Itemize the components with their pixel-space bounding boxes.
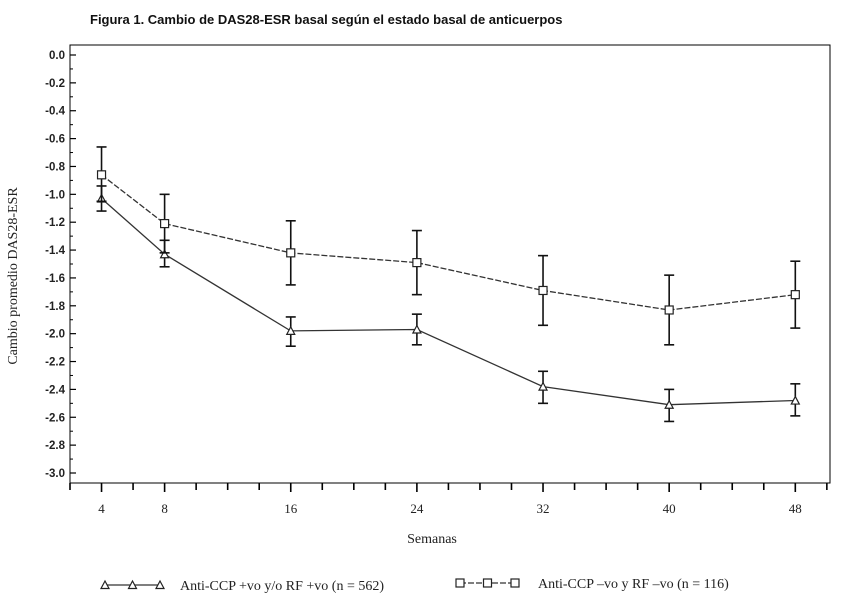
x-tick-label: 40 xyxy=(663,501,676,516)
data-point xyxy=(286,248,296,258)
data-point xyxy=(160,218,170,229)
y-tick-label: -0.8 xyxy=(45,161,65,173)
x-tick-label: 4 xyxy=(98,501,105,516)
y-axis: 0.0 -0.2 -0.4 -0.6 -0.8 -1.0 -1.2 -1.4 -1.6 -1.8 -… xyxy=(45,50,76,480)
y-tick-label: -0.2 xyxy=(45,78,65,90)
data-point xyxy=(538,285,548,296)
legend-marker xyxy=(510,578,520,588)
legend-marker xyxy=(482,578,493,588)
data-point xyxy=(790,395,801,405)
series-line xyxy=(101,174,796,311)
y-tick-label: -0.6 xyxy=(45,134,65,146)
y-tick-label: -1.4 xyxy=(45,245,65,257)
legend-marker xyxy=(100,579,110,590)
y-tick-label: -2.4 xyxy=(45,384,65,396)
data-point xyxy=(664,305,674,315)
x-tick-label: 16 xyxy=(284,501,298,516)
x-axis-label: Semanas xyxy=(407,532,457,547)
chart-title: Figura 1. Cambio de DAS28-ESR basal segú… xyxy=(90,12,562,27)
legend: Anti-CCP +vo y/o RF +vo (n = 562) Anti-CC… xyxy=(100,577,729,594)
y-tick-label: -1.8 xyxy=(45,301,65,313)
legend-marker xyxy=(455,578,465,588)
legend-marker xyxy=(155,579,165,590)
x-tick-label: 24 xyxy=(410,501,424,516)
y-axis-label: Cambio promedio DAS28-ESR xyxy=(6,187,21,365)
x-tick-label: 48 xyxy=(789,501,802,516)
y-tick-label: -2.8 xyxy=(45,440,65,452)
y-tick-label: -2.2 xyxy=(45,357,65,369)
y-tick-label: -3.0 xyxy=(45,468,65,480)
x-tick-label: 8 xyxy=(161,501,168,516)
legend-item-1: Anti-CCP +vo y/o RF +vo (n = 562) xyxy=(100,579,384,594)
series-layer xyxy=(96,146,801,423)
plot-frame xyxy=(69,44,831,484)
series-line xyxy=(101,198,796,406)
x-tick-label: 32 xyxy=(537,501,550,516)
data-point xyxy=(285,325,296,335)
y-tick-label: 0.0 xyxy=(49,50,65,62)
legend-item-2: Anti-CCP –vo y RF –vo (n = 116) xyxy=(455,577,729,592)
series-2 xyxy=(96,146,801,346)
data-point xyxy=(411,324,422,334)
legend-label: Anti-CCP +vo y/o RF +vo (n = 562) xyxy=(180,579,384,594)
legend-marker xyxy=(127,579,138,590)
data-point xyxy=(538,381,549,391)
data-point xyxy=(664,399,675,409)
series-1 xyxy=(96,185,801,423)
y-tick-label: -1.0 xyxy=(45,189,65,201)
x-axis: 4 8 16 24 32 40 48 xyxy=(69,483,828,516)
y-tick-label: -2.0 xyxy=(45,329,65,341)
y-tick-label: -1.6 xyxy=(45,273,65,285)
data-point xyxy=(96,170,107,180)
y-tick-label: -0.4 xyxy=(45,106,65,118)
data-point xyxy=(412,258,422,268)
data-point xyxy=(790,290,800,300)
y-tick-label: -2.6 xyxy=(45,412,65,424)
data-point xyxy=(159,248,170,259)
legend-label: Anti-CCP –vo y RF –vo (n = 116) xyxy=(538,577,729,592)
y-tick-label: -1.2 xyxy=(45,217,65,229)
